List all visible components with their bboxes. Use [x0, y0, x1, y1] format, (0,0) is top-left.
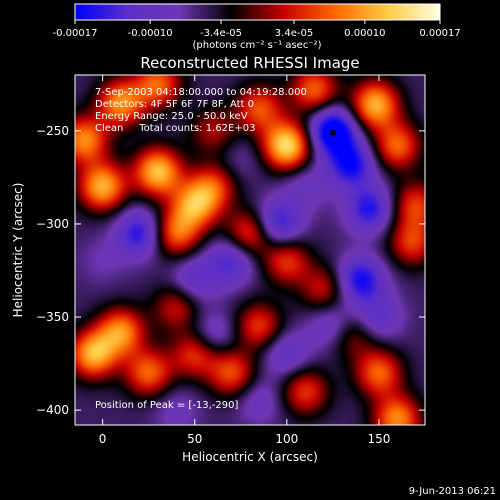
colorbar-strip — [75, 4, 440, 20]
annotations: 7-Sep-2003 04:18:00.000 to 04:19:28.000 … — [95, 87, 307, 411]
plot-frame — [74, 74, 426, 426]
footer-timestamp: 9-Jun-2013 06:21 — [409, 486, 496, 497]
y-tick-label: −250 — [36, 124, 69, 138]
x-tick-label: 50 — [187, 432, 202, 446]
colorbar-frame — [74, 3, 441, 21]
x-axis-ticks: 0 50 100 150 — [99, 75, 390, 446]
colorbar-tick-label: 0.00010 — [344, 28, 385, 39]
x-tick-label: 0 — [99, 432, 107, 446]
annotation-peak-position: Position of Peak = [-13,-290] — [95, 400, 239, 411]
y-tick-label: −350 — [36, 310, 69, 324]
colorbar-ticks: -0.00017 -0.00010 -3.4e-05 3.4e-05 0.00010 0.… — [53, 20, 461, 39]
colorbar-tick-label: -3.4e-05 — [200, 28, 242, 39]
heatmap-area — [74, 74, 426, 426]
annotation-clean-counts: Clean Total counts: 1.62E+03 — [95, 123, 255, 134]
x-tick-label: 100 — [275, 432, 298, 446]
x-tick-label: 150 — [367, 432, 390, 446]
annotation-detectors: Detectors: 4F 5F 6F 7F 8F, Att 0 — [95, 99, 254, 110]
y-tick-label: −400 — [36, 403, 69, 417]
colorbar: -0.00017 -0.00010 -3.4e-05 3.4e-05 0.00010 0.… — [53, 3, 461, 51]
annotation-energy-range: Energy Range: 25.0 - 50.0 keV — [95, 111, 248, 122]
colorbar-tick-label: 0.00017 — [419, 28, 460, 39]
heatmap-image — [75, 75, 425, 425]
x-axis-label: Heliocentric X (arcsec) — [182, 450, 318, 464]
colorbar-tick-label: 3.4e-05 — [275, 28, 313, 39]
chart-title: Reconstructed RHESSI Image — [140, 54, 359, 72]
colorbar-tick-label: -0.00010 — [128, 28, 173, 39]
annotation-time-range: 7-Sep-2003 04:18:00.000 to 04:19:28.000 — [95, 87, 307, 98]
y-axis-ticks: −250 −300 −350 −400 — [36, 124, 425, 417]
colorbar-units-label: (photons cm⁻² s⁻¹ asec⁻²) — [192, 40, 321, 51]
y-axis-label: Heliocentric Y (arcsec) — [11, 183, 25, 318]
colorbar-tick-label: -0.00017 — [53, 28, 98, 39]
y-tick-label: −300 — [36, 217, 69, 231]
peak-marker — [330, 130, 336, 136]
